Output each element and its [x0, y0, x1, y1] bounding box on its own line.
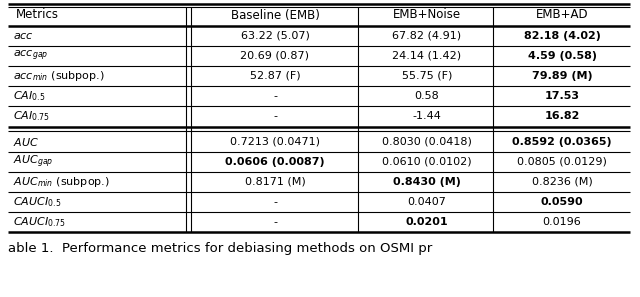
Text: 0.58: 0.58	[415, 91, 440, 101]
Text: -: -	[273, 111, 277, 121]
Text: 0.0606 (0.0087): 0.0606 (0.0087)	[225, 157, 325, 167]
Text: EMB+Noise: EMB+Noise	[393, 9, 461, 21]
Text: $\mathit{CAUCI}$$_{0.75}$: $\mathit{CAUCI}$$_{0.75}$	[13, 215, 66, 229]
Text: 20.69 (0.87): 20.69 (0.87)	[241, 51, 310, 61]
Text: $\mathit{CAI}$$_{0.75}$: $\mathit{CAI}$$_{0.75}$	[13, 109, 50, 123]
Text: 55.75 (F): 55.75 (F)	[402, 71, 452, 81]
Text: Baseline (EMB): Baseline (EMB)	[230, 9, 319, 21]
Text: 0.0407: 0.0407	[408, 197, 447, 207]
Text: 63.22 (5.07): 63.22 (5.07)	[241, 31, 309, 41]
Text: 0.0201: 0.0201	[406, 217, 448, 227]
Text: 52.87 (F): 52.87 (F)	[250, 71, 300, 81]
Text: 0.8171 (M): 0.8171 (M)	[244, 177, 305, 187]
Text: -1.44: -1.44	[413, 111, 442, 121]
Text: 0.8430 (M): 0.8430 (M)	[393, 177, 461, 187]
Text: EMB+AD: EMB+AD	[536, 9, 588, 21]
Text: -: -	[273, 91, 277, 101]
Text: $\mathit{acc}$: $\mathit{acc}$	[13, 31, 34, 41]
Text: 0.0610 (0.0102): 0.0610 (0.0102)	[382, 157, 472, 167]
Text: -: -	[273, 217, 277, 227]
Text: 24.14 (1.42): 24.14 (1.42)	[392, 51, 461, 61]
Text: $\mathit{CAUCI}$$_{0.5}$: $\mathit{CAUCI}$$_{0.5}$	[13, 195, 61, 209]
Text: $\mathit{acc}$$_{\mathit{gap}}$: $\mathit{acc}$$_{\mathit{gap}}$	[13, 49, 49, 63]
Text: 0.0805 (0.0129): 0.0805 (0.0129)	[517, 157, 607, 167]
Text: 67.82 (4.91): 67.82 (4.91)	[392, 31, 461, 41]
Text: 16.82: 16.82	[544, 111, 580, 121]
Text: $\mathit{AUC}$$_{\mathit{gap}}$: $\mathit{AUC}$$_{\mathit{gap}}$	[13, 154, 54, 170]
Text: 4.59 (0.58): 4.59 (0.58)	[527, 51, 596, 61]
Text: 17.53: 17.53	[545, 91, 579, 101]
Text: 0.8030 (0.0418): 0.8030 (0.0418)	[382, 137, 472, 147]
Text: 0.8592 (0.0365): 0.8592 (0.0365)	[512, 137, 612, 147]
Text: Metrics: Metrics	[16, 9, 59, 21]
Text: 79.89 (M): 79.89 (M)	[532, 71, 592, 81]
Text: $\mathit{CAI}$$_{0.5}$: $\mathit{CAI}$$_{0.5}$	[13, 89, 45, 103]
Text: $\mathit{AUC}$$_{\mathit{min}}$ (subpop.): $\mathit{AUC}$$_{\mathit{min}}$ (subpop.…	[13, 175, 110, 189]
Text: 0.0590: 0.0590	[541, 197, 583, 207]
Text: 0.7213 (0.0471): 0.7213 (0.0471)	[230, 137, 320, 147]
Text: -: -	[273, 197, 277, 207]
Text: able 1.  Performance metrics for debiasing methods on OSMI pr: able 1. Performance metrics for debiasin…	[8, 242, 432, 255]
Text: 0.8236 (M): 0.8236 (M)	[532, 177, 593, 187]
Text: $\mathit{acc}$$_{\mathit{min}}$ (subpop.): $\mathit{acc}$$_{\mathit{min}}$ (subpop.…	[13, 69, 105, 83]
Text: $\mathit{AUC}$: $\mathit{AUC}$	[13, 136, 39, 148]
Text: 0.0196: 0.0196	[543, 217, 581, 227]
Text: 82.18 (4.02): 82.18 (4.02)	[524, 31, 600, 41]
